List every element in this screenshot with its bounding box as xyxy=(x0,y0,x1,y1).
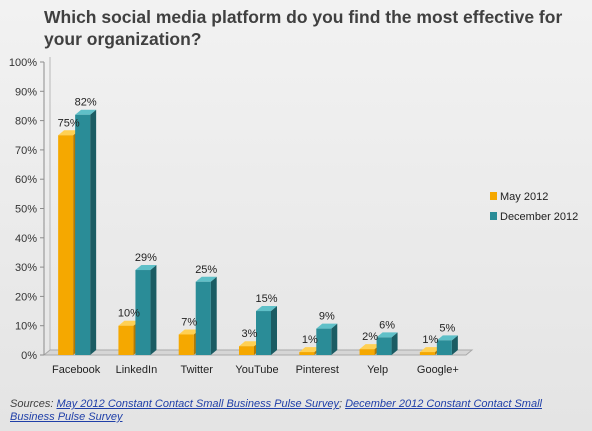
legend-swatch-may-2012 xyxy=(490,192,497,200)
data-label-december-2012: 25% xyxy=(195,264,217,276)
sources-separator: ; xyxy=(338,398,346,410)
data-label-may-2012: 7% xyxy=(181,316,197,328)
x-tick-label: Yelp xyxy=(367,364,388,376)
bar-december-2012 xyxy=(316,323,338,355)
bar-top xyxy=(256,306,277,312)
data-label-may-2012: 3% xyxy=(242,328,258,340)
y-tick-label: 70% xyxy=(15,145,37,157)
bar-top xyxy=(436,335,458,341)
data-labels: 75%82%10%29%7%25%3%15%1%9%2%6%1%5% xyxy=(58,97,456,346)
data-label-may-2012: 75% xyxy=(58,117,80,129)
x-tick-label: Twitter xyxy=(181,364,214,376)
data-label-may-2012: 1% xyxy=(302,334,318,346)
bar-top xyxy=(178,329,200,335)
data-label-december-2012: 9% xyxy=(319,311,335,323)
bar-side xyxy=(150,265,157,355)
data-label-december-2012: 15% xyxy=(255,293,277,305)
bar-front xyxy=(436,340,452,355)
data-label-december-2012: 82% xyxy=(75,97,97,109)
legend: May 2012 December 2012 xyxy=(490,191,578,223)
bar-front xyxy=(178,334,194,355)
x-tick-label: YouTube xyxy=(235,364,278,376)
data-label-december-2012: 6% xyxy=(379,319,395,331)
bar-side xyxy=(331,323,338,355)
source-link-may-2012[interactable]: May 2012 Constant Contact Small Business… xyxy=(56,398,339,410)
data-label-may-2012: 1% xyxy=(422,334,438,346)
bar-top xyxy=(75,109,97,115)
bar-side xyxy=(210,276,217,355)
bar-front xyxy=(75,114,91,356)
bar-front xyxy=(256,311,271,355)
bar-side xyxy=(90,109,97,356)
bar-december-2012 xyxy=(256,306,277,355)
legend-label-may-2012: May 2012 xyxy=(500,191,548,203)
y-tick-label: 90% xyxy=(15,86,37,98)
bar-top xyxy=(58,130,80,136)
y-tick-label: 20% xyxy=(15,291,37,303)
bar-top xyxy=(195,276,217,282)
legend-label-december-2012: December 2012 xyxy=(500,211,578,223)
source-link-december-2012[interactable]: December 2012 Constant Contact Small Bus… xyxy=(10,398,542,423)
bar-side xyxy=(451,335,458,355)
x-tick-label: Pinterest xyxy=(296,364,339,376)
y-tick-label: 40% xyxy=(15,233,37,245)
bar-front xyxy=(419,352,435,355)
bar-side xyxy=(391,332,398,355)
bars xyxy=(58,109,458,356)
chart-title: Which social media platform do you find … xyxy=(44,7,563,49)
bar-december-2012 xyxy=(135,265,157,355)
y-tick-label: 60% xyxy=(15,174,37,186)
y-tick-label: 30% xyxy=(15,262,37,274)
bar-front xyxy=(359,349,375,355)
bar-front xyxy=(118,325,134,355)
bar-top xyxy=(135,265,157,271)
y-tick-label: 0% xyxy=(21,350,37,362)
legend-swatch-december-2012 xyxy=(490,212,497,220)
bar-front xyxy=(135,270,151,355)
y-tick-label: 100% xyxy=(9,57,37,69)
bar-top xyxy=(118,320,140,326)
y-tick-label: 50% xyxy=(15,204,37,216)
bar-top xyxy=(419,347,441,353)
y-tick-label: 80% xyxy=(15,116,37,128)
data-label-december-2012: 5% xyxy=(439,322,455,334)
bar-front xyxy=(299,352,315,355)
sources-note: Sources: May 2012 Constant Contact Small… xyxy=(10,398,585,424)
bar-december-2012 xyxy=(376,332,398,355)
bar-top xyxy=(299,347,321,353)
bar-top xyxy=(316,323,338,329)
x-tick-label: Google+ xyxy=(417,364,459,376)
bar-top xyxy=(359,344,381,350)
bar-top xyxy=(239,341,260,347)
data-label-may-2012: 10% xyxy=(118,308,140,320)
bar-december-2012 xyxy=(75,109,97,356)
y-tick-label: 10% xyxy=(15,321,37,333)
bar-front xyxy=(316,328,332,355)
x-tick-label: Facebook xyxy=(52,364,101,376)
bar-front xyxy=(58,135,74,355)
bar-top xyxy=(376,332,398,338)
bar-december-2012 xyxy=(436,335,458,355)
bar-front xyxy=(239,346,254,355)
data-label-december-2012: 29% xyxy=(135,252,157,264)
bar-front xyxy=(195,281,211,355)
sources-prefix: Sources: xyxy=(10,398,57,410)
bar-december-2012 xyxy=(195,276,217,355)
data-label-may-2012: 2% xyxy=(362,331,378,343)
x-tick-label: LinkedIn xyxy=(116,364,158,376)
bar-side xyxy=(271,306,277,355)
bar-front xyxy=(376,337,392,355)
